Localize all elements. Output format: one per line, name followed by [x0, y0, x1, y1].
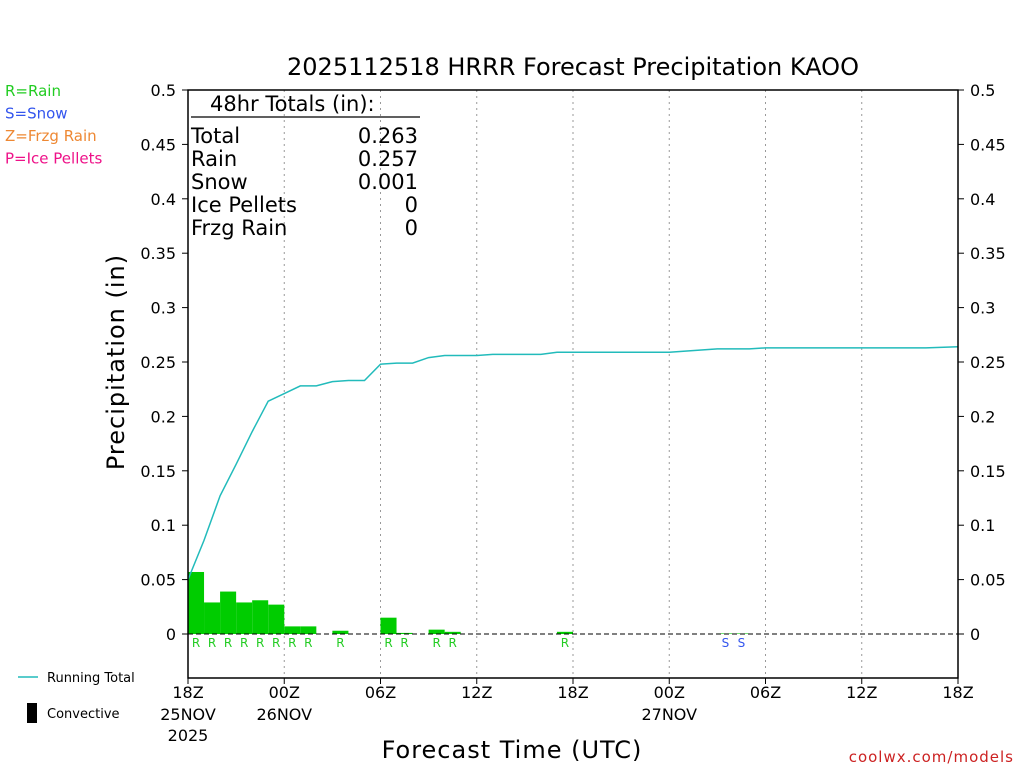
precip-type-letter: R [561, 636, 569, 650]
totals-heading: 48hr Totals (in): [210, 92, 375, 116]
y-axis-label: Precipitation (in) [102, 254, 130, 470]
x-tick-label: 18Z [942, 683, 973, 702]
y-tick-label-right: 0.25 [970, 353, 1006, 372]
convective-legend-label: Convective [47, 707, 120, 722]
y-tick-label: 0.45 [140, 135, 176, 154]
totals-row-value: 0 [405, 193, 418, 217]
y-tick-label-right: 0.1 [970, 516, 995, 535]
totals-box: 48hr Totals (in): Total 0.263 Rain 0.257 Sno… [190, 92, 420, 240]
precip-type-letter: R [400, 636, 408, 650]
y-tick-label-right: 0.4 [970, 190, 995, 209]
x-tick-date: 25NOV [160, 705, 216, 724]
precip-bar [332, 630, 349, 634]
precip-type-letter: R [208, 636, 216, 650]
x-axis-label: Forecast Time (UTC) [382, 736, 643, 764]
totals-row-value: 0 [405, 216, 418, 240]
totals-row-label: Ice Pellets [191, 193, 297, 217]
y-tick-label: 0.1 [151, 516, 176, 535]
precip-bar [284, 626, 301, 634]
running-total-legend-label: Running Total [47, 671, 135, 686]
y-tick-label: 0.2 [151, 407, 176, 426]
y-tick-label: 0.3 [151, 299, 176, 318]
x-tick-label: 00Z [654, 683, 685, 702]
grid-lines [283, 90, 863, 678]
x-tick-label: 18Z [172, 683, 203, 702]
precip-bar [268, 604, 285, 634]
type-legend-entry: P=Ice Pellets [5, 150, 102, 168]
site-credit: coolwx.com/models [849, 748, 1014, 766]
precip-bar [252, 600, 269, 634]
precip-type-letter: S [738, 636, 746, 650]
y-tick-label: 0.15 [140, 462, 176, 481]
precip-type-letter: R [449, 636, 457, 650]
x-tick-date: 26NOV [256, 705, 312, 724]
type-legend-entry: R=Rain [5, 82, 61, 100]
y-tick-label-right: 0.2 [970, 407, 995, 426]
precip-type-letter: R [304, 636, 312, 650]
type-legend-entry: Z=Frzg Rain [5, 127, 97, 145]
x-tick-label: 06Z [750, 683, 781, 702]
precip-bars [188, 571, 750, 634]
precip-bar [396, 632, 413, 634]
y-tick-label-right: 0.3 [970, 299, 995, 318]
y-tick-label-right: 0 [970, 625, 980, 644]
x-axis: 18Z 25NOV 2025 00Z 26NOV 06Z 12Z 18Z 00Z 27NOV 06Z… [160, 678, 974, 745]
convective-swatch [27, 703, 37, 723]
precip-bar [444, 631, 461, 634]
precip-bar [204, 602, 221, 634]
x-tick-label: 12Z [846, 683, 877, 702]
precip-bar [428, 629, 445, 634]
y-tick-label: 0.4 [151, 190, 176, 209]
precip-bar [220, 591, 237, 634]
precip-type-letter: R [336, 636, 344, 650]
x-tick-label: 00Z [269, 683, 300, 702]
y-tick-label: 0.5 [151, 81, 176, 100]
y-tick-label-right: 0.45 [970, 135, 1006, 154]
x-tick-year: 2025 [168, 726, 209, 745]
y-tick-label: 0.35 [140, 244, 176, 263]
x-tick-label: 18Z [557, 683, 588, 702]
y-tick-label: 0.05 [140, 571, 176, 590]
precip-type-letter: R [288, 636, 296, 650]
totals-row-value: 0.257 [358, 147, 418, 171]
totals-row-label: Snow [191, 170, 248, 194]
totals-rows: Total 0.263 Rain 0.257 Snow 0.001 Ice Pellets 0… [190, 124, 418, 240]
y-tick-label: 0.25 [140, 353, 176, 372]
precip-type-letter: R [224, 636, 232, 650]
totals-row-label: Frzg Rain [191, 216, 287, 240]
precip-bar [380, 617, 397, 634]
x-tick-label: 12Z [461, 683, 492, 702]
x-tick-label: 06Z [365, 683, 396, 702]
precip-type-letter: S [722, 636, 730, 650]
precip-type-letter: R [432, 636, 440, 650]
precip-bar [188, 571, 205, 634]
precip-bar [300, 626, 317, 634]
precip-type-letter: R [272, 636, 280, 650]
y-tick-label-right: 0.15 [970, 462, 1006, 481]
y-tick-label: 0 [166, 625, 176, 644]
precip-type-letter: R [256, 636, 264, 650]
totals-row-value: 0.001 [358, 170, 418, 194]
y-axis-right: 0 0.05 0.1 0.15 0.2 0.25 0.3 0.35 0.4 0.45 0.5 [958, 81, 1006, 644]
precip-type-letter: R [384, 636, 392, 650]
y-tick-label-right: 0.5 [970, 81, 995, 100]
precip-type-letter: R [192, 636, 200, 650]
y-tick-label-right: 0.05 [970, 571, 1006, 590]
precip-bar [236, 602, 253, 634]
running-total-line [187, 346, 959, 580]
totals-row-label: Rain [191, 147, 237, 171]
precip-type-legend: R=Rain S=Snow Z=Frzg Rain P=Ice Pellets [5, 82, 102, 168]
precip-bar [556, 631, 573, 634]
chart-title: 2025112518 HRRR Forecast Precipitation K… [287, 53, 859, 81]
totals-row-label: Total [190, 124, 240, 148]
series-legend: Running Total Convective [18, 671, 135, 723]
y-tick-label-right: 0.35 [970, 244, 1006, 263]
y-axis-left: 0 0.05 0.1 0.15 0.2 0.25 0.3 0.35 0.4 0.45 0.5 [140, 81, 188, 644]
x-tick-date: 27NOV [641, 705, 697, 724]
precip-type-letter: R [240, 636, 248, 650]
type-legend-entry: S=Snow [5, 105, 68, 123]
totals-row-value: 0.263 [358, 124, 418, 148]
